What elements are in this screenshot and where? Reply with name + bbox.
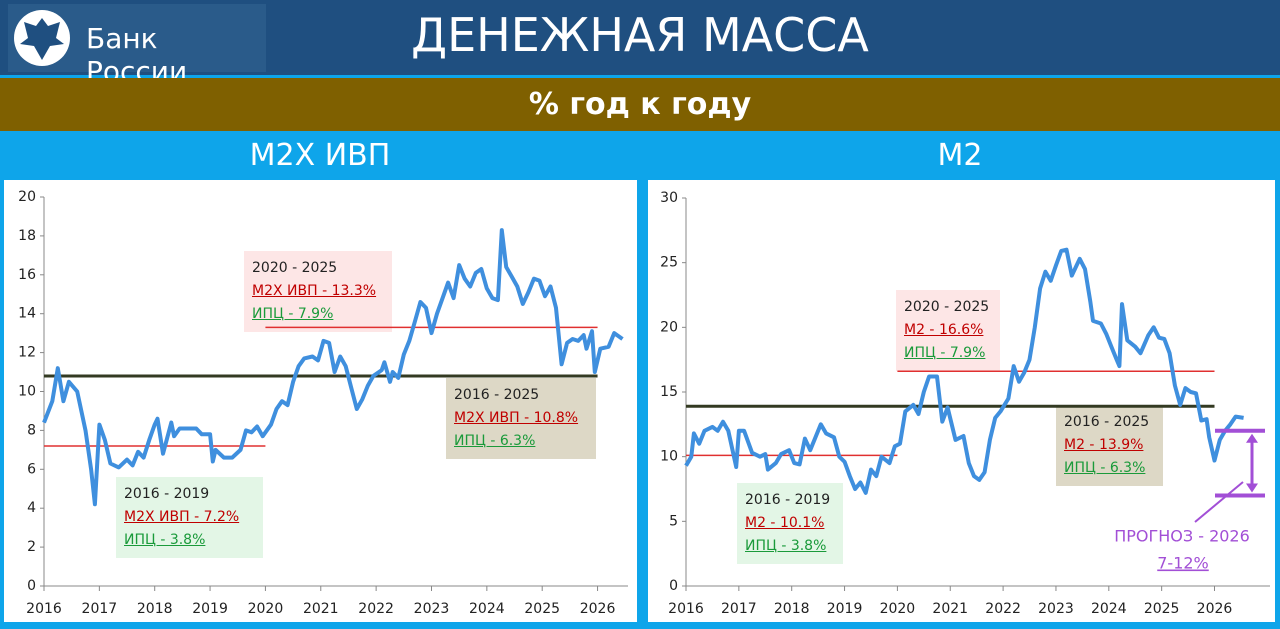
annotation-text: 2020 - 2025 (252, 260, 338, 276)
x-tick-label: 2016 (668, 601, 704, 617)
arrow-head (1246, 433, 1258, 443)
annotation-box: 2016 - 2019 М2 - 10.1% ИПЦ - 3.8% (737, 483, 843, 564)
y-tick-label: 8 (27, 422, 36, 438)
y-tick-label: 30 (660, 190, 678, 206)
pointer (1194, 481, 1244, 523)
annotation-text: 2016 - 2019 (745, 492, 831, 508)
y-tick-label: 10 (660, 449, 678, 465)
annotation-text: 2016 - 2019 (124, 486, 210, 502)
y-tick-label: 6 (27, 461, 36, 477)
page-title: ДЕНЕЖНАЯ МАССА (411, 8, 869, 62)
y-tick-label: 20 (18, 189, 36, 205)
annotation-text: М2 - 10.1% (745, 515, 825, 531)
y-tick-label: 5 (669, 513, 678, 529)
arrow-head (1246, 483, 1258, 493)
y-tick-label: 14 (18, 306, 36, 322)
annotation-box: 2016 - 2025 М2Х ИВП - 10.8% ИПЦ - 6.3% (446, 378, 596, 459)
annotation-text: М2 - 16.6% (904, 322, 984, 338)
x-tick-label: 2016 (26, 601, 62, 617)
y-tick-label: 15 (660, 384, 678, 400)
x-tick-label: 2018 (137, 601, 173, 617)
y-tick-label: 10 (18, 384, 36, 400)
y-tick-label: 16 (18, 267, 36, 283)
x-tick-label: 2021 (303, 601, 339, 617)
data-line (684, 247, 1244, 495)
x-tick-label: 2023 (414, 601, 450, 617)
annotation-box: 2020 - 2025 М2Х ИВП - 13.3% ИПЦ - 7.9% (244, 251, 392, 332)
x-tick-label: 2017 (721, 601, 757, 617)
y-tick-label: 4 (27, 500, 36, 516)
x-tick-label: 2020 (880, 601, 916, 617)
annotation-text: 2020 - 2025 (904, 299, 990, 315)
y-tick-label: 2 (27, 539, 36, 555)
annotation-text: ИПЦ - 7.9% (252, 306, 334, 322)
x-tick-label: 2017 (82, 601, 118, 617)
annotation-box: 2020 - 2025 М2 - 16.6% ИПЦ - 7.9% (896, 290, 1000, 371)
annotation-text: М2Х ИВП - 10.8% (454, 410, 579, 426)
annotation-text: ИПЦ - 6.3% (1064, 460, 1146, 476)
x-tick-label: 2026 (1197, 601, 1233, 617)
annotation-box: 2016 - 2019 М2Х ИВП - 7.2% ИПЦ - 3.8% (116, 477, 263, 558)
y-tick-label: 18 (18, 228, 36, 244)
y-tick-label: 0 (27, 578, 36, 594)
data-line (42, 228, 624, 507)
annotation-text: ИПЦ - 7.9% (904, 345, 986, 361)
x-tick-label: 2018 (774, 601, 810, 617)
annotation-text: М2 - 13.9% (1064, 437, 1144, 453)
x-tick-label: 2021 (932, 601, 968, 617)
x-tick-label: 2024 (469, 601, 505, 617)
x-tick-label: 2023 (1038, 601, 1074, 617)
annotation-text: 2016 - 2025 (454, 387, 540, 403)
x-tick-label: 2022 (985, 601, 1021, 617)
annotation-text: М2Х ИВП - 13.3% (252, 283, 377, 299)
y-tick-label: 25 (660, 255, 678, 271)
annotation-text: ИПЦ - 3.8% (124, 532, 206, 548)
annotation-text: ИПЦ - 6.3% (454, 433, 536, 449)
annotation-text: М2Х ИВП - 7.2% (124, 509, 240, 525)
subtitle: % год к году (0, 78, 1280, 131)
forecast-range-label: 7-12% (1157, 554, 1209, 573)
annotation-box: 2016 - 2025 М2 - 13.9% ИПЦ - 6.3% (1056, 405, 1163, 486)
y-tick-label: 12 (18, 345, 36, 361)
x-tick-label: 2022 (358, 601, 394, 617)
forecast-label: ПРОГНОЗ - 2026 (1114, 527, 1250, 546)
annotation-text: 2016 - 2025 (1064, 414, 1150, 430)
panel-title: М2Х ИВП (249, 138, 391, 173)
x-tick-label: 2026 (580, 601, 616, 617)
x-tick-label: 2024 (1091, 601, 1127, 617)
x-tick-label: 2025 (1144, 601, 1180, 617)
y-tick-label: 20 (660, 319, 678, 335)
emblem (14, 10, 70, 66)
panel-title: М2 (937, 138, 983, 173)
y-tick-label: 0 (669, 578, 678, 594)
annotation-text: ИПЦ - 3.8% (745, 538, 827, 554)
x-tick-label: 2019 (827, 601, 863, 617)
x-tick-label: 2019 (192, 601, 228, 617)
x-tick-label: 2020 (248, 601, 284, 617)
x-tick-label: 2025 (524, 601, 560, 617)
